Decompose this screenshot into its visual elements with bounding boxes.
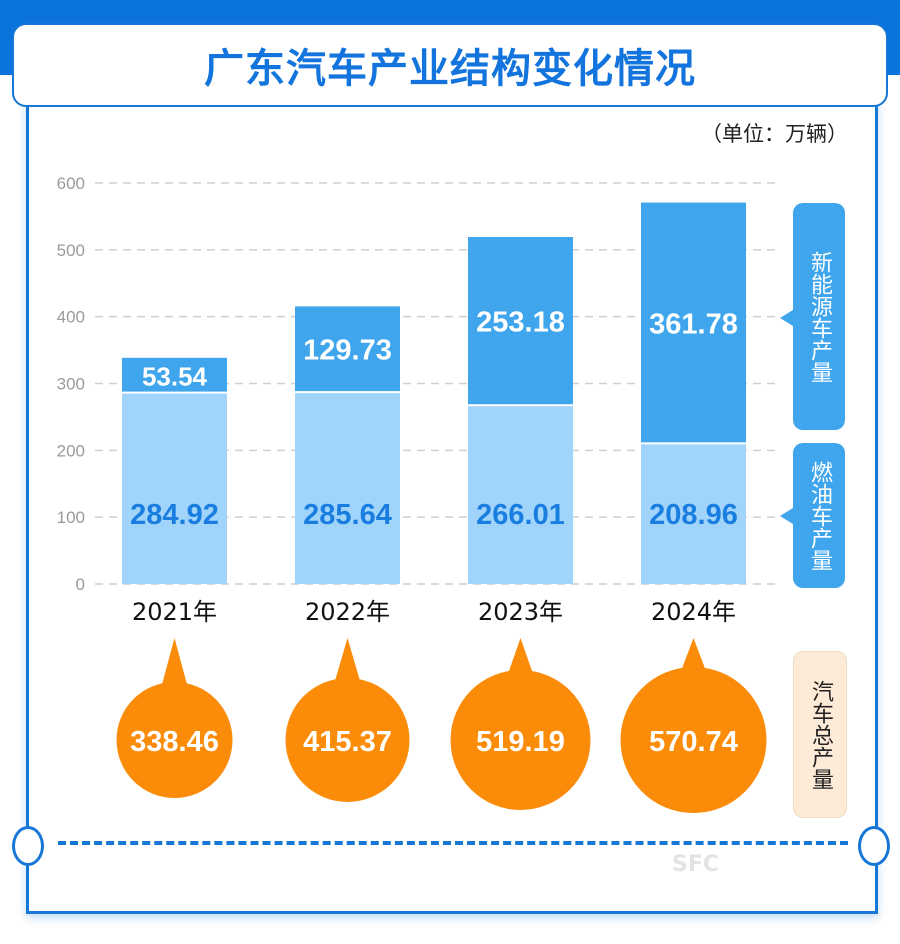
legend-total-label: 汽车总产量 <box>808 679 833 790</box>
unit-label: （单位：万辆） <box>701 122 848 146</box>
total-bubble-label: 570.74 <box>649 726 738 758</box>
total-bubble-pointer <box>679 638 708 675</box>
legend-fuel: 燃油车产量 <box>793 443 845 588</box>
bar-fuel-label: 284.92 <box>130 499 219 531</box>
total-bubble-label: 519.19 <box>476 726 565 758</box>
total-bubble-pointer <box>506 638 535 678</box>
left-notch <box>12 826 44 866</box>
x-tick-label: 2022年 <box>305 598 390 626</box>
legend-nev-label: 新能源车产量 <box>807 250 832 383</box>
total-bubble <box>450 670 591 810</box>
right-notch <box>858 826 890 866</box>
bar-nev <box>468 237 573 405</box>
total-bubble <box>285 678 410 802</box>
title-card: 广东汽车产业结构变化情况 <box>12 23 888 107</box>
y-tick-label: 400 <box>57 308 85 327</box>
total-bubble-pointer <box>333 638 362 686</box>
legend-nev: 新能源车产量 <box>793 203 845 430</box>
y-tick-label: 300 <box>57 375 85 394</box>
x-tick-label: 2021年 <box>132 598 217 626</box>
total-bubble-label: 338.46 <box>130 726 219 758</box>
sfc-watermark-logo: SFC <box>672 852 720 877</box>
bar-nev-label: 361.78 <box>649 308 738 340</box>
bar-nev-label: 129.73 <box>303 335 392 367</box>
legend-total: 汽车总产量 <box>793 651 847 818</box>
bar-fuel <box>295 393 400 584</box>
page-title: 广东汽车产业结构变化情况 <box>204 46 696 92</box>
bar-fuel <box>468 406 573 584</box>
bar-fuel-label: 266.01 <box>476 499 565 531</box>
dashed-divider <box>58 841 848 845</box>
bar-fuel <box>122 393 227 584</box>
y-tick-label: 500 <box>57 241 85 260</box>
x-tick-label: 2024年 <box>651 598 736 626</box>
bar-fuel-label: 285.64 <box>303 499 392 531</box>
legend-fuel-label: 燃油车产量 <box>807 460 832 571</box>
bar-nev <box>295 306 400 392</box>
y-tick-label: 600 <box>57 174 85 193</box>
bar-nev <box>641 202 746 443</box>
legend-nev-pointer <box>780 310 793 326</box>
y-tick-label: 200 <box>57 441 85 460</box>
bar-nev-label: 53.54 <box>142 362 208 392</box>
bar-nev-label: 253.18 <box>476 307 565 339</box>
total-bubble <box>620 667 767 813</box>
total-bubble-label: 415.37 <box>303 726 392 758</box>
x-tick-label: 2023年 <box>478 598 563 626</box>
y-tick-label: 100 <box>57 508 85 527</box>
bar-nev <box>122 357 227 392</box>
y-tick-label: 0 <box>76 575 85 594</box>
bar-fuel-label: 208.96 <box>649 499 738 531</box>
bar-fuel <box>641 444 746 584</box>
total-bubble <box>116 682 233 798</box>
total-bubble-pointer <box>160 638 189 690</box>
legend-fuel-pointer <box>780 508 793 524</box>
